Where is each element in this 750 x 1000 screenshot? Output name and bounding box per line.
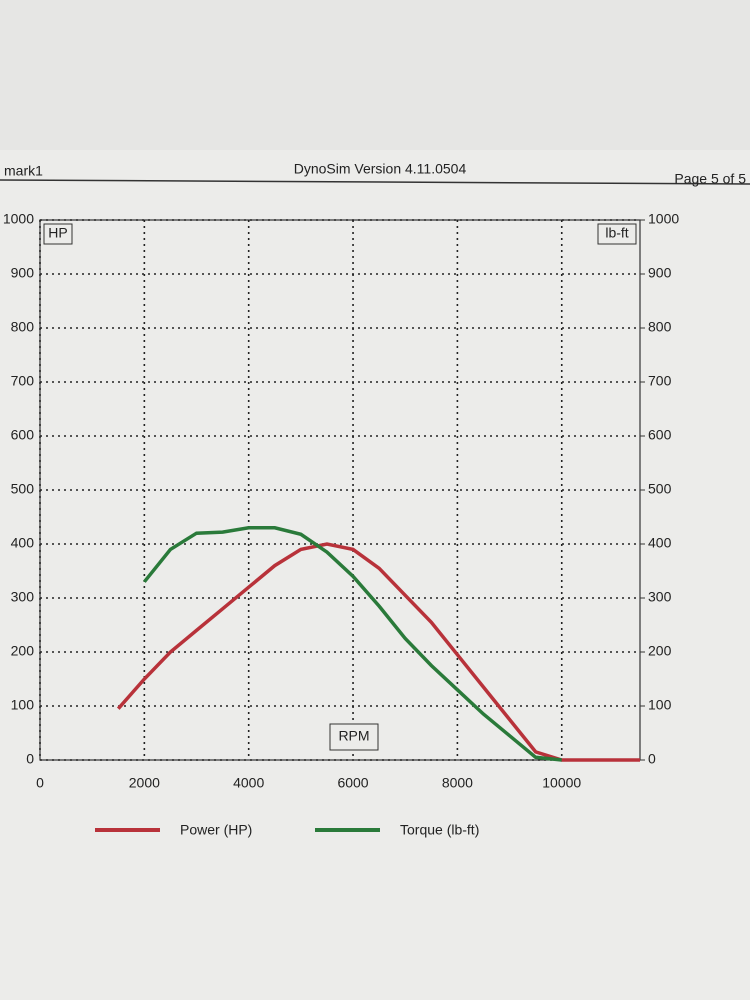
y-label: HP — [48, 225, 67, 241]
y2-tick-label: 300 — [648, 589, 672, 605]
paper-stack — [0, 0, 750, 150]
header-right: Page 5 of 5 — [674, 171, 746, 187]
y2-tick-label: 600 — [648, 427, 672, 443]
y-tick-label: 200 — [11, 643, 35, 659]
y-tick-label: 900 — [11, 265, 35, 281]
y2-tick-label: 0 — [648, 751, 656, 767]
y-label-box — [43, 223, 73, 245]
x-tick-label: 4000 — [233, 775, 264, 791]
header-rule — [0, 179, 750, 185]
y2-tick-label: 400 — [648, 535, 672, 551]
y-tick-label: 100 — [11, 697, 35, 713]
y2-label-box — [597, 223, 637, 245]
series-line — [116, 542, 640, 762]
y-tick-label: 500 — [11, 481, 35, 497]
x-tick-label: 6000 — [337, 775, 368, 791]
y2-tick-label: 700 — [648, 373, 672, 389]
legend-label: Power (HP) — [180, 822, 252, 838]
y-tick-label: 1000 — [3, 211, 34, 227]
x-tick-label: 8000 — [442, 775, 473, 791]
y-tick-label: 300 — [11, 589, 35, 605]
header-center: DynoSim Version 4.11.0504 — [294, 161, 467, 177]
x-label: RPM — [338, 728, 369, 744]
x-tick-label: 0 — [36, 775, 44, 791]
x-label-box — [329, 723, 379, 751]
y-tick-label: 0 — [26, 751, 34, 767]
y2-tick-label: 1000 — [648, 211, 679, 227]
x-tick-label: 10000 — [542, 775, 581, 791]
x-tick-label: 2000 — [129, 775, 160, 791]
y-tick-label: 800 — [11, 319, 35, 335]
y2-tick-label: 900 — [648, 265, 672, 281]
y-tick-label: 600 — [11, 427, 35, 443]
y2-tick-label: 200 — [648, 643, 672, 659]
y2-tick-label: 500 — [648, 481, 672, 497]
y-tick-label: 400 — [11, 535, 35, 551]
y-tick-label: 700 — [11, 373, 35, 389]
paper — [0, 150, 750, 1000]
header-left: mark1 — [4, 163, 43, 179]
y2-tick-label: 100 — [648, 697, 672, 713]
legend-label: Torque (lb-ft) — [400, 822, 479, 838]
y2-tick-label: 800 — [648, 319, 672, 335]
series-line — [142, 526, 562, 762]
y2-label: lb-ft — [605, 225, 628, 241]
